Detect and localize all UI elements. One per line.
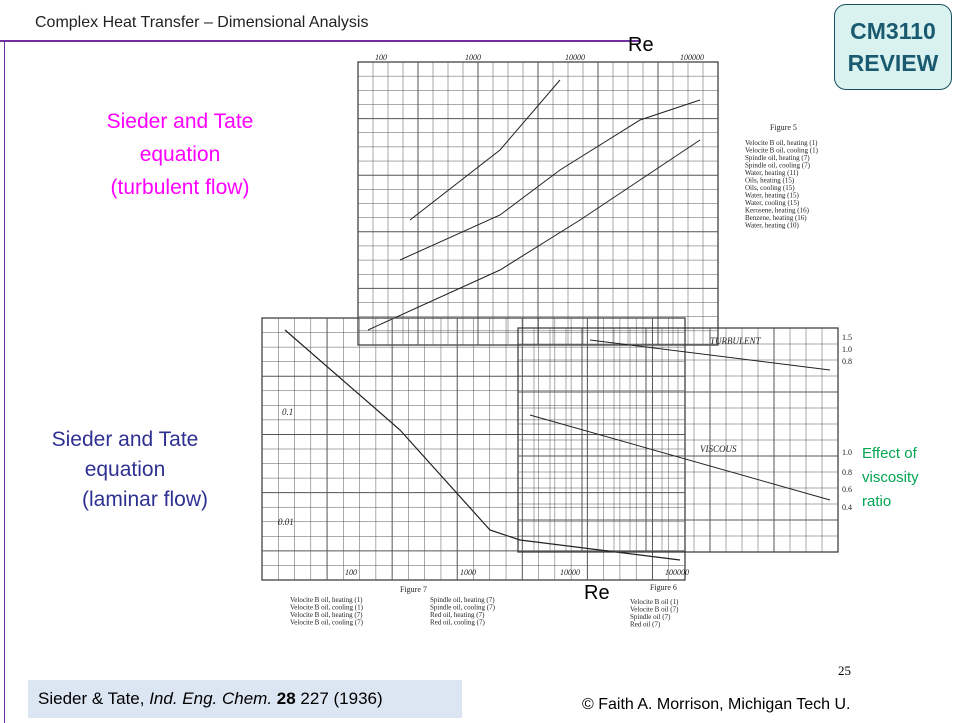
- figure-text: 1.0: [842, 345, 852, 354]
- label-line: ratio: [862, 490, 919, 514]
- figure-text: Figure 7: [400, 585, 427, 594]
- figure-text: 1.0: [842, 448, 852, 457]
- figure-text: Water, heating (10): [745, 222, 799, 230]
- figure-curve: [285, 330, 680, 560]
- figure-text: Velocite B oil, cooling (7): [290, 619, 364, 627]
- label-line: viscosity: [862, 466, 919, 490]
- figure-text: 0.8: [842, 357, 852, 366]
- figure-text: 1.5: [842, 333, 852, 342]
- figure-text: VISCOUS: [700, 444, 737, 454]
- re-label: Re: [584, 582, 610, 605]
- figure-text: 100000: [680, 53, 704, 62]
- copyright: © Faith A. Morrison, Michigan Tech U.: [582, 696, 850, 714]
- citation-rest: 227 (1936): [296, 689, 383, 708]
- figure-text: 10000: [565, 53, 585, 62]
- label-line: Sieder and Tate: [5, 425, 245, 455]
- figure-text: 100: [345, 568, 357, 577]
- figure-text: 0.01: [278, 517, 294, 527]
- page-number: 25: [838, 663, 851, 679]
- figure-text: 100000: [665, 568, 689, 577]
- label-line: Sieder and Tate: [60, 105, 300, 138]
- label-line: equation: [60, 138, 300, 171]
- label-line: Effect of: [862, 442, 919, 466]
- label-line: (turbulent flow): [60, 171, 300, 204]
- figure-text: 0.4: [842, 503, 852, 512]
- laminar-label: Sieder and Tate equation (laminar flow): [5, 425, 245, 515]
- turbulent-label: Sieder and Tate equation (turbulent flow…: [60, 105, 300, 204]
- figure-text: 0.6: [842, 485, 852, 494]
- figure-text: Red oil, cooling (7): [430, 619, 485, 627]
- viscosity-label: Effect of viscosity ratio: [862, 442, 919, 514]
- label-line: equation: [5, 455, 245, 485]
- figure-text: Figure 6: [650, 583, 677, 592]
- figure-text: Figure 5: [770, 123, 797, 132]
- figure-text: 0.1: [282, 407, 293, 417]
- citation-volume: 28: [277, 689, 296, 708]
- label-line: (laminar flow): [5, 485, 245, 515]
- re-label: Re: [628, 34, 654, 57]
- figure-text: 100: [375, 53, 387, 62]
- citation-journal: Ind. Eng. Chem.: [149, 689, 272, 708]
- citation: Sieder & Tate, Ind. Eng. Chem. 28 227 (1…: [28, 680, 462, 718]
- figure-text: 1000: [460, 568, 476, 577]
- figure-text: TURBULENT: [710, 336, 762, 346]
- figure-text: 1000: [465, 53, 481, 62]
- slide: Complex Heat Transfer – Dimensional Anal…: [0, 0, 959, 723]
- citation-authors: Sieder & Tate,: [38, 689, 149, 708]
- figure-text: 0.8: [842, 468, 852, 477]
- figure-text: 10000: [560, 568, 580, 577]
- figure-text: Red oil (7): [630, 621, 661, 629]
